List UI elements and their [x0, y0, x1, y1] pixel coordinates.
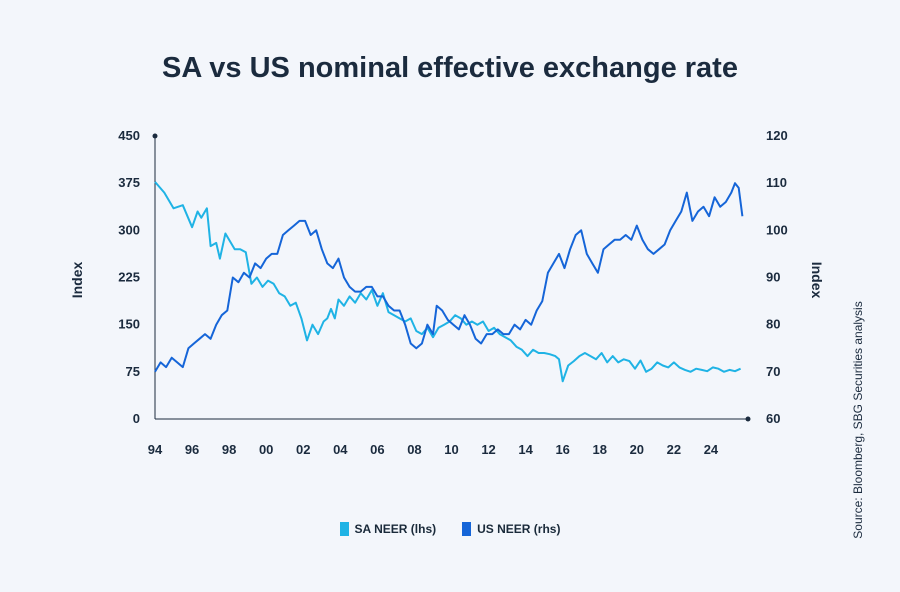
y-axis-end-dot [152, 133, 158, 139]
x-tick-label: 94 [148, 442, 163, 457]
y-axis-right-label: Index [809, 262, 825, 299]
legend-item-us: US NEER (rhs) [462, 522, 560, 536]
x-tick-label: 22 [667, 442, 681, 457]
x-tick-label: 20 [630, 442, 644, 457]
y-left-tick-label: 450 [118, 128, 140, 143]
x-tick-label: 18 [593, 442, 607, 457]
y-right-tick-label: 120 [766, 128, 788, 143]
series-line-sa-neer [154, 181, 742, 383]
y-right-tick-label: 110 [766, 175, 787, 190]
legend-item-sa: SA NEER (lhs) [339, 522, 437, 536]
y-left-tick-label: 75 [126, 364, 140, 379]
x-tick-label: 16 [555, 442, 569, 457]
y-left-tick-label: 225 [118, 270, 140, 285]
y-right-tick-label: 100 [766, 222, 788, 237]
chart-lines [154, 181, 744, 383]
legend-swatch-sa [339, 522, 349, 536]
series-line-us-neer [154, 182, 744, 373]
x-tick-label: 02 [296, 442, 310, 457]
x-tick-label: 08 [407, 442, 421, 457]
y-axis-left-label: Index [69, 262, 85, 299]
y-left-tick-label: 300 [118, 222, 140, 237]
y-left-tick-label: 0 [133, 411, 140, 426]
x-tick-label: 96 [185, 442, 199, 457]
y-right-tick-label: 80 [766, 317, 780, 332]
y-right-tick-label: 70 [766, 364, 780, 379]
x-tick-label: 24 [704, 442, 719, 457]
chart-legend: SA NEER (lhs) US NEER (rhs) [0, 522, 900, 536]
x-tick-label: 00 [259, 442, 273, 457]
y-left-tick-label: 375 [118, 175, 140, 190]
x-tick-label: 04 [333, 442, 348, 457]
y-right-tick-label: 90 [766, 270, 780, 285]
x-tick-label: 10 [444, 442, 458, 457]
y-left-tick-label: 150 [118, 317, 140, 332]
x-tick-label: 98 [222, 442, 236, 457]
legend-swatch-us [462, 522, 472, 536]
source-note: Source: Bloomberg, SBG Securities analys… [851, 301, 865, 538]
chart-title: SA vs US nominal effective exchange rate [162, 52, 738, 84]
chart-ticks: 450 375 300 225 150 75 0 120 110 100 90 80 70 60 94 96 9… [118, 128, 787, 457]
legend-label-us: US NEER (rhs) [477, 522, 561, 536]
x-tick-label: 12 [481, 442, 495, 457]
y-right-tick-label: 60 [766, 411, 780, 426]
x-tick-label: 06 [370, 442, 384, 457]
legend-label-sa: SA NEER (lhs) [354, 522, 437, 536]
x-axis-end-dot [745, 416, 751, 422]
x-tick-label: 14 [518, 442, 533, 457]
